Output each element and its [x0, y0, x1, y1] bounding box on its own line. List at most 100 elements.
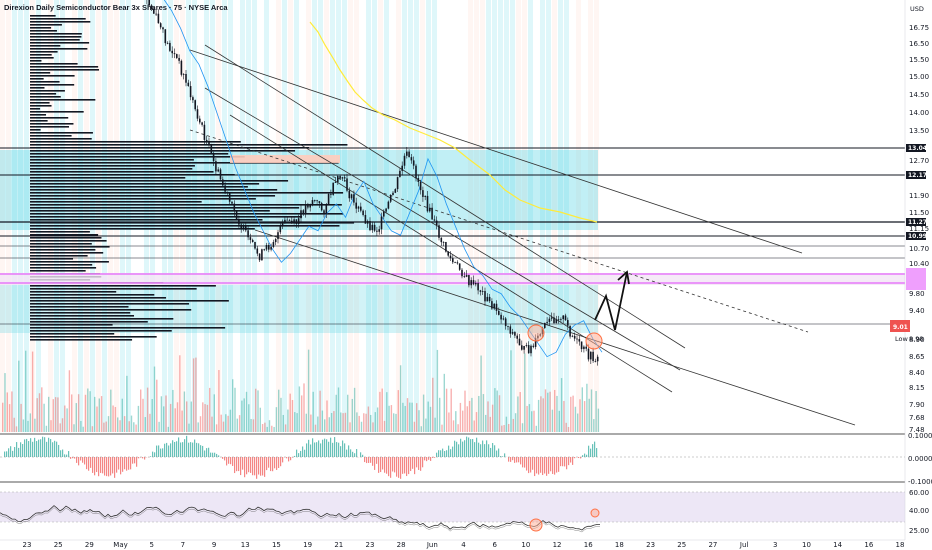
- osc-bar: [320, 443, 322, 457]
- volume-bar: [206, 404, 209, 432]
- currency-label: USD: [910, 5, 924, 13]
- candle-body: [470, 280, 472, 286]
- candle-body: [525, 345, 528, 347]
- osc-tick: 0.0000: [908, 455, 932, 463]
- time-tick: May: [113, 541, 127, 549]
- volume-bar: [43, 403, 45, 432]
- candle-body: [281, 223, 284, 226]
- price-tick: 7.90: [909, 401, 925, 409]
- osc-bar: [406, 457, 408, 477]
- profile-bar: [30, 231, 90, 233]
- volume-bar: [595, 391, 597, 432]
- volume-bar: [80, 420, 82, 432]
- volume-bar: [376, 407, 379, 432]
- candle-body: [516, 335, 518, 339]
- candle-body: [438, 225, 440, 238]
- volume-bar: [363, 413, 365, 432]
- volume-bar: [588, 398, 590, 432]
- osc-bar: [150, 456, 152, 457]
- profile-bar: [30, 63, 78, 65]
- volume-bar: [508, 423, 510, 432]
- volume-bar: [514, 413, 517, 432]
- osc-bar: [452, 446, 454, 457]
- volume-bar: [188, 423, 190, 432]
- profile-bar: [30, 333, 115, 335]
- volume-bar: [73, 424, 75, 432]
- volume-bar: [503, 424, 505, 432]
- candle-body: [219, 169, 222, 180]
- trendline-dashed[interactable]: [189, 129, 809, 333]
- candle-body: [316, 200, 318, 202]
- candle-body: [185, 73, 187, 83]
- osc-bar: [172, 440, 174, 457]
- osc-bar: [368, 457, 370, 463]
- candle-body: [429, 207, 431, 212]
- candle-body: [410, 157, 413, 161]
- volume-bar: [123, 416, 126, 432]
- profile-bar: [30, 300, 229, 302]
- chart-title: Direxion Daily Semiconductor Bear 3x Sha…: [4, 3, 228, 12]
- osc-bar: [400, 457, 402, 479]
- candle-body: [256, 248, 259, 254]
- osc-bar: [578, 457, 580, 459]
- trendline-3[interactable]: [204, 87, 681, 371]
- osc-bar: [298, 453, 300, 457]
- osc-bar: [384, 457, 386, 473]
- candle-body: [203, 124, 206, 140]
- volume-bar: [544, 389, 547, 432]
- candle-body: [217, 169, 219, 172]
- osc-bar: [596, 448, 598, 457]
- candle-body: [569, 325, 571, 337]
- osc-bar: [256, 457, 258, 479]
- osc-bar: [112, 457, 114, 474]
- volume-bar: [158, 421, 160, 432]
- volume-bar: [425, 418, 427, 432]
- price-tick: 16.50: [909, 40, 929, 48]
- volume-bar: [367, 406, 370, 432]
- osc-bar: [68, 451, 70, 457]
- osc-bar: [428, 457, 430, 460]
- volume-bar: [480, 355, 482, 432]
- osc-bar: [580, 457, 582, 459]
- osc-bar: [444, 450, 446, 457]
- yellow-step-line: [309, 21, 598, 223]
- osc-bar: [586, 454, 588, 457]
- candle-body: [394, 189, 397, 193]
- volume-bar: [526, 405, 528, 432]
- profile-bar: [30, 309, 192, 311]
- volume-bar: [312, 391, 314, 432]
- osc-bar: [496, 450, 498, 457]
- osc-bar: [522, 457, 524, 468]
- candle-body: [445, 241, 447, 252]
- volume-bar: [501, 425, 503, 432]
- candle-body: [571, 335, 574, 337]
- osc-bar: [482, 440, 484, 457]
- time-tick: 4: [461, 541, 466, 549]
- osc-bar: [252, 457, 254, 476]
- candle-body: [376, 230, 378, 232]
- osc-bar: [204, 450, 206, 457]
- candle-body: [509, 326, 512, 334]
- rsi-signal-line: [0, 507, 601, 533]
- volume-bar: [114, 406, 117, 432]
- candle-body: [212, 153, 215, 162]
- volume-bar: [75, 403, 77, 432]
- candle-body: [426, 195, 429, 212]
- osc-bar: [326, 439, 328, 457]
- candle-body: [155, 13, 157, 15]
- volume-bar: [521, 423, 524, 432]
- osc-bar: [532, 457, 534, 470]
- osc-bar: [26, 438, 28, 457]
- trendline-1[interactable]: [189, 49, 803, 254]
- profile-bar: [30, 297, 167, 299]
- osc-bar: [434, 457, 436, 458]
- volume-bar: [167, 426, 169, 432]
- trendline-5[interactable]: [254, 229, 856, 426]
- volume-bar: [36, 398, 38, 432]
- candle-body: [412, 160, 415, 166]
- osc-bar: [166, 442, 168, 457]
- profile-bar: [30, 252, 104, 254]
- volume-bar: [399, 365, 402, 432]
